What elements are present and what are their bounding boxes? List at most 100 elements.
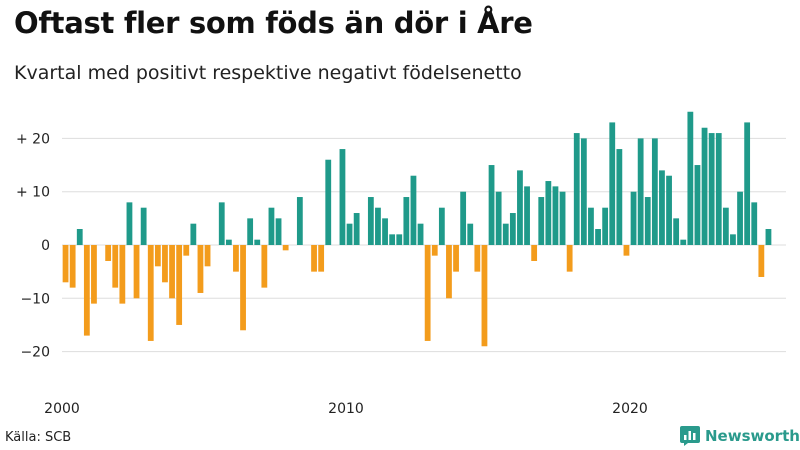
y-tick-label: −10: [20, 291, 50, 307]
x-tick-label: 2000: [44, 401, 80, 417]
bar-2016-Q1: [517, 170, 523, 245]
bar-2001-Q3: [105, 245, 112, 261]
bar-2001-Q1: [91, 245, 97, 304]
bar-2000-Q4: [83, 245, 90, 336]
bar-2002-Q1: [119, 245, 126, 304]
bar-2019-Q2: [609, 122, 616, 245]
bar-2014-Q2: [467, 223, 474, 245]
bar-2024-Q4: [765, 229, 772, 245]
x-tick-label: 2020: [612, 401, 648, 417]
bar-2004-Q3: [190, 223, 197, 245]
bar-2002-Q4: [140, 207, 147, 245]
bar-2014-Q3: [474, 245, 481, 272]
bar-2009-Q2: [325, 159, 332, 245]
x-axis-labels: 2000 2010 2020: [44, 401, 648, 417]
bar-2009-Q1: [318, 245, 325, 272]
bar-2017-Q4: [566, 245, 573, 272]
bar-2017-Q3: [559, 191, 566, 245]
bar-2020-Q1: [630, 191, 637, 245]
bar-2004-Q1: [176, 245, 183, 325]
bar-2014-Q4: [481, 245, 488, 347]
bar-2004-Q2: [183, 245, 190, 256]
bar-2013-Q2: [438, 207, 445, 245]
bar-2008-Q2: [296, 197, 303, 245]
bar-2020-Q2: [637, 138, 644, 245]
bar-2006-Q4: [254, 239, 261, 245]
bar-2024-Q1: [744, 122, 751, 245]
bar-2023-Q2: [722, 207, 729, 245]
bar-2003-Q1: [147, 245, 154, 341]
bar-2022-Q2: [694, 165, 701, 245]
bar-2009-Q4: [339, 149, 346, 245]
bar-2024-Q2: [751, 202, 758, 245]
bar-2001-Q4: [112, 245, 119, 288]
bar-2002-Q3: [133, 245, 140, 299]
bar-2020-Q4: [651, 138, 658, 245]
bar-2006-Q3: [247, 218, 254, 245]
bar-2023-Q4: [737, 191, 743, 245]
source-note: Källa: SCB: [5, 430, 72, 445]
bar-2018-Q3: [588, 207, 594, 245]
bar-2012-Q1: [403, 197, 410, 245]
bar-2024-Q3: [758, 245, 765, 277]
bar-2016-Q4: [538, 197, 545, 245]
bar-2000-Q1: [62, 245, 69, 283]
y-tick-label: −20: [20, 345, 50, 361]
bar-2007-Q1: [261, 245, 268, 288]
bars: [62, 111, 772, 347]
y-tick-label: + 10: [16, 185, 50, 201]
bar-2021-Q2: [666, 175, 672, 245]
bar-2016-Q3: [531, 245, 538, 261]
bar-2000-Q2: [69, 245, 76, 288]
bar-2018-Q2: [580, 138, 587, 245]
bar-2014-Q1: [460, 191, 467, 245]
bar-2022-Q4: [708, 133, 715, 245]
bar-2023-Q1: [715, 133, 722, 245]
bar-2005-Q3: [218, 202, 225, 245]
bar-2008-Q4: [311, 245, 317, 272]
bar-2022-Q1: [687, 111, 694, 245]
bar-2011-Q2: [382, 218, 388, 245]
bar-2006-Q2: [240, 245, 246, 331]
y-axis-labels: + 20 + 10 0 −10 −20: [16, 131, 50, 360]
chart-title: Oftast fler som föds än dör i Åre: [14, 6, 533, 40]
bar-2010-Q4: [367, 197, 374, 245]
y-tick-label: + 20: [16, 131, 50, 147]
bar-2020-Q3: [644, 197, 651, 245]
bar-chart-logo-icon: [680, 426, 700, 446]
bar-2007-Q4: [282, 245, 289, 251]
bar-2004-Q4: [197, 245, 204, 293]
bar-2010-Q2: [353, 213, 360, 245]
bar-2015-Q1: [488, 165, 495, 245]
bar-2021-Q4: [680, 239, 687, 245]
bar-2013-Q3: [446, 245, 452, 299]
bar-2023-Q3: [730, 234, 736, 245]
bar-2015-Q2: [495, 191, 502, 245]
bar-2017-Q1: [545, 181, 552, 245]
brand-name: Newsworthy: [705, 427, 800, 445]
gridlines: [62, 137, 786, 353]
bar-2005-Q4: [225, 239, 232, 245]
bar-2012-Q3: [417, 223, 424, 245]
bar-2013-Q4: [453, 245, 459, 272]
bar-2018-Q1: [573, 133, 580, 245]
bar-2005-Q1: [204, 245, 211, 267]
x-tick-label: 2010: [328, 401, 364, 417]
bar-2019-Q3: [616, 149, 623, 245]
bar-2016-Q2: [524, 186, 530, 245]
bar-2018-Q4: [595, 229, 601, 245]
bar-2006-Q1: [233, 245, 239, 272]
bar-2011-Q1: [375, 207, 381, 245]
bar-2002-Q2: [126, 202, 133, 245]
bar-2019-Q1: [602, 207, 609, 245]
bar-2007-Q3: [275, 218, 282, 245]
bar-2019-Q4: [623, 245, 630, 256]
bar-2010-Q1: [346, 223, 353, 245]
chart-subtitle: Kvartal med positivt respektive negativt…: [14, 62, 522, 84]
brand-logo: Newsworthy: [680, 426, 800, 446]
bar-2007-Q2: [268, 207, 275, 245]
bar-2021-Q1: [659, 170, 665, 245]
bar-2021-Q3: [673, 218, 680, 245]
bar-2000-Q3: [76, 229, 83, 245]
